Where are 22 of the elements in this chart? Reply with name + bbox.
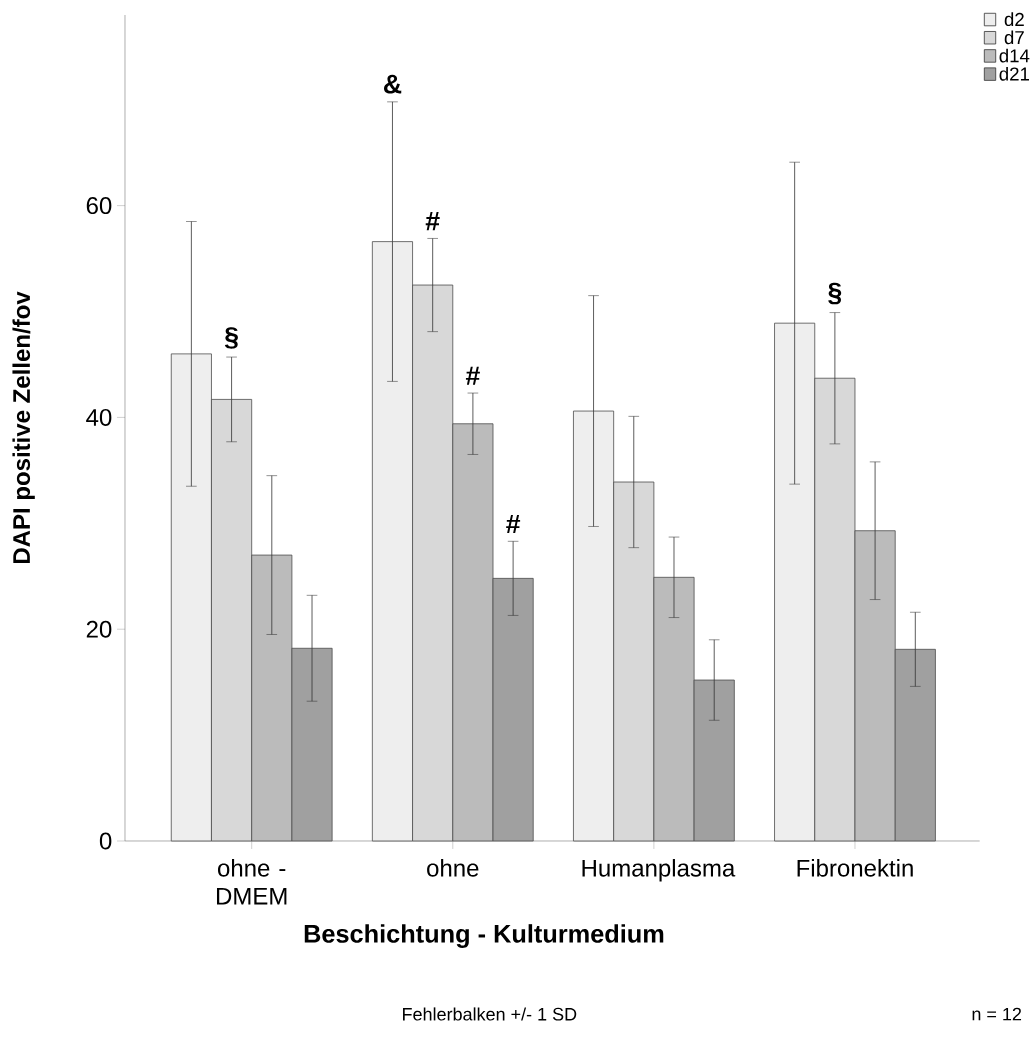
x-axis-title: Beschichtung - Kulturmedium: [304, 924, 664, 948]
annotation: &: [384, 74, 402, 94]
annotation: #: [425, 212, 440, 231]
legend-label: d2: [1004, 12, 1024, 27]
text: Fehlerbalken +/- 1 SD: [403, 1007, 577, 1021]
x-tick-label: Humanplasma: [582, 859, 736, 882]
x-tick-label: Fibronektin: [797, 859, 913, 877]
legend-label: d7: [1004, 30, 1024, 45]
annotation: #: [465, 366, 480, 385]
y-tick-label: 20: [86, 620, 112, 638]
y-axis-title: DAPI positive Zellen/fov: [12, 291, 35, 564]
text: n = 12: [972, 1007, 1022, 1021]
legend-label: d14: [999, 48, 1030, 63]
x-tick-label: ohne - DMEM: [216, 859, 287, 905]
annotation: #: [506, 514, 521, 534]
annotation: §: [828, 282, 842, 305]
y-tick-label: 60: [86, 197, 112, 215]
x-tick-label: ohne: [427, 859, 479, 877]
legend-label: d21: [999, 66, 1030, 81]
annotation: §: [224, 327, 238, 349]
y-tick-label: 40: [86, 408, 112, 426]
y-tick-label: 0: [99, 832, 112, 850]
